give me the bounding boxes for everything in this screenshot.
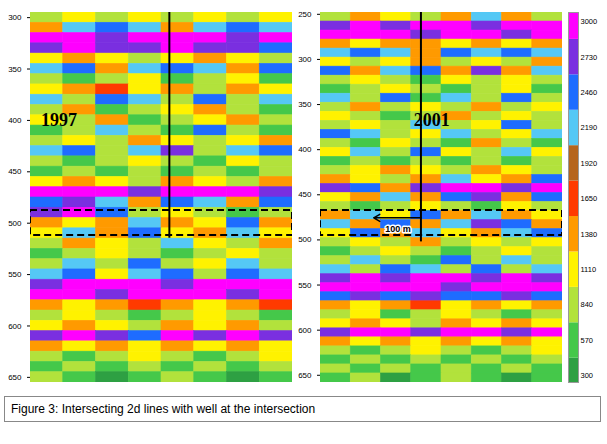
svg-text:650: 650 xyxy=(298,371,312,380)
svg-text:2460: 2460 xyxy=(581,88,598,97)
svg-text:1920: 1920 xyxy=(581,159,598,168)
svg-text:1380: 1380 xyxy=(581,230,598,239)
svg-text:2730: 2730 xyxy=(581,53,598,62)
svg-text:400: 400 xyxy=(298,145,312,154)
svg-text:2190: 2190 xyxy=(581,123,598,132)
svg-text:100 m: 100 m xyxy=(385,224,411,234)
svg-text:840: 840 xyxy=(581,300,594,309)
html-text:Figure 3: Intersecting 2d line: Figure 3: Intersecting 2d lines with wel… xyxy=(11,402,316,416)
svg-text:350: 350 xyxy=(298,100,312,109)
svg-text:500: 500 xyxy=(8,219,22,228)
svg-text:3000: 3000 xyxy=(581,17,598,26)
svg-text:300: 300 xyxy=(298,55,312,64)
svg-text:350: 350 xyxy=(8,65,22,74)
svg-text:600: 600 xyxy=(298,326,312,335)
svg-text:400: 400 xyxy=(8,116,22,125)
svg-text:1110: 1110 xyxy=(581,265,597,274)
svg-text:300: 300 xyxy=(8,13,22,22)
svg-text:570: 570 xyxy=(581,336,594,345)
svg-text:2001: 2001 xyxy=(414,110,450,130)
svg-text:1650: 1650 xyxy=(581,194,598,203)
svg-text:550: 550 xyxy=(8,270,22,279)
svg-text:650: 650 xyxy=(8,373,22,382)
svg-text:300: 300 xyxy=(581,371,594,380)
svg-text:1997: 1997 xyxy=(41,110,77,130)
svg-text:550: 550 xyxy=(298,281,312,290)
svg-text:500: 500 xyxy=(298,235,312,244)
svg-text:600: 600 xyxy=(8,322,22,331)
svg-text:250: 250 xyxy=(298,10,312,19)
svg-text:450: 450 xyxy=(298,190,312,199)
svg-text:450: 450 xyxy=(8,167,22,176)
